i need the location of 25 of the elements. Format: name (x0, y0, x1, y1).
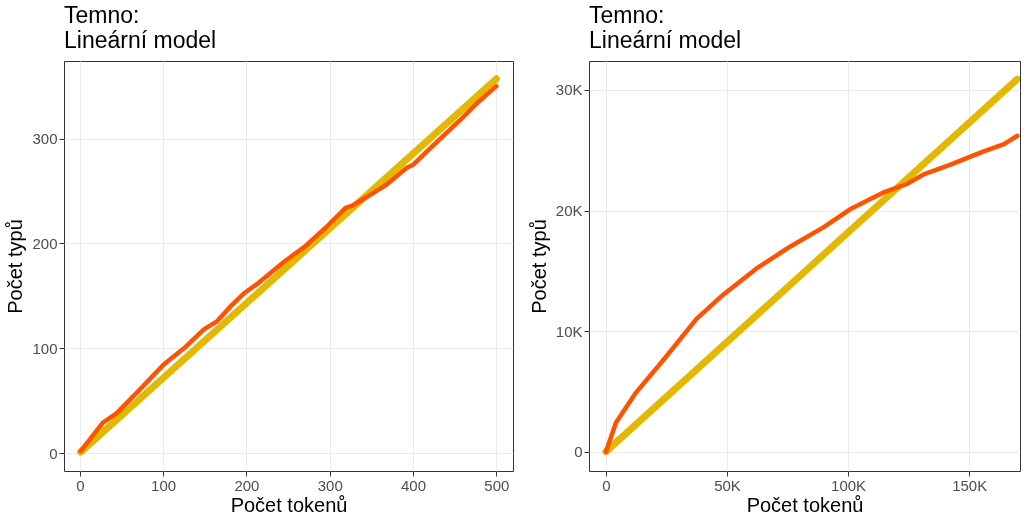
x-tick-label: 400 (401, 476, 427, 494)
y-tick-label: 100 (32, 339, 58, 357)
x-tick-label: 300 (317, 476, 343, 494)
chart-title: Temno: Lineární model (589, 2, 742, 53)
y-tick-label: 200 (32, 234, 58, 252)
y-tick-label: 300 (32, 130, 58, 148)
y-tick-label: 0 (574, 443, 583, 461)
chart-title: Temno: Lineární model (64, 2, 217, 53)
y-axis-title: Počet typů (4, 219, 27, 314)
y-tick-label: 10K (555, 322, 583, 340)
x-tick-label: 100 (151, 476, 177, 494)
x-axis-title: Počet tokenů (230, 493, 348, 516)
x-tick-label: 200 (234, 476, 260, 494)
y-axis-title: Počet typů (527, 219, 550, 314)
x-tick-label: 100K (831, 476, 867, 494)
x-tick-label: 0 (76, 476, 85, 494)
x-axis-title: Počet tokenů (746, 493, 864, 516)
y-tick-label: 0 (49, 444, 58, 462)
line-series (603, 133, 1020, 454)
y-tick-label: 20K (555, 202, 583, 220)
x-tick-label: 50K (714, 476, 741, 494)
x-tick-label: 500 (484, 476, 510, 494)
x-tick-label: 0 (602, 476, 611, 494)
y-tick-label: 30K (555, 81, 583, 99)
x-tick-label: 150K (952, 476, 988, 494)
